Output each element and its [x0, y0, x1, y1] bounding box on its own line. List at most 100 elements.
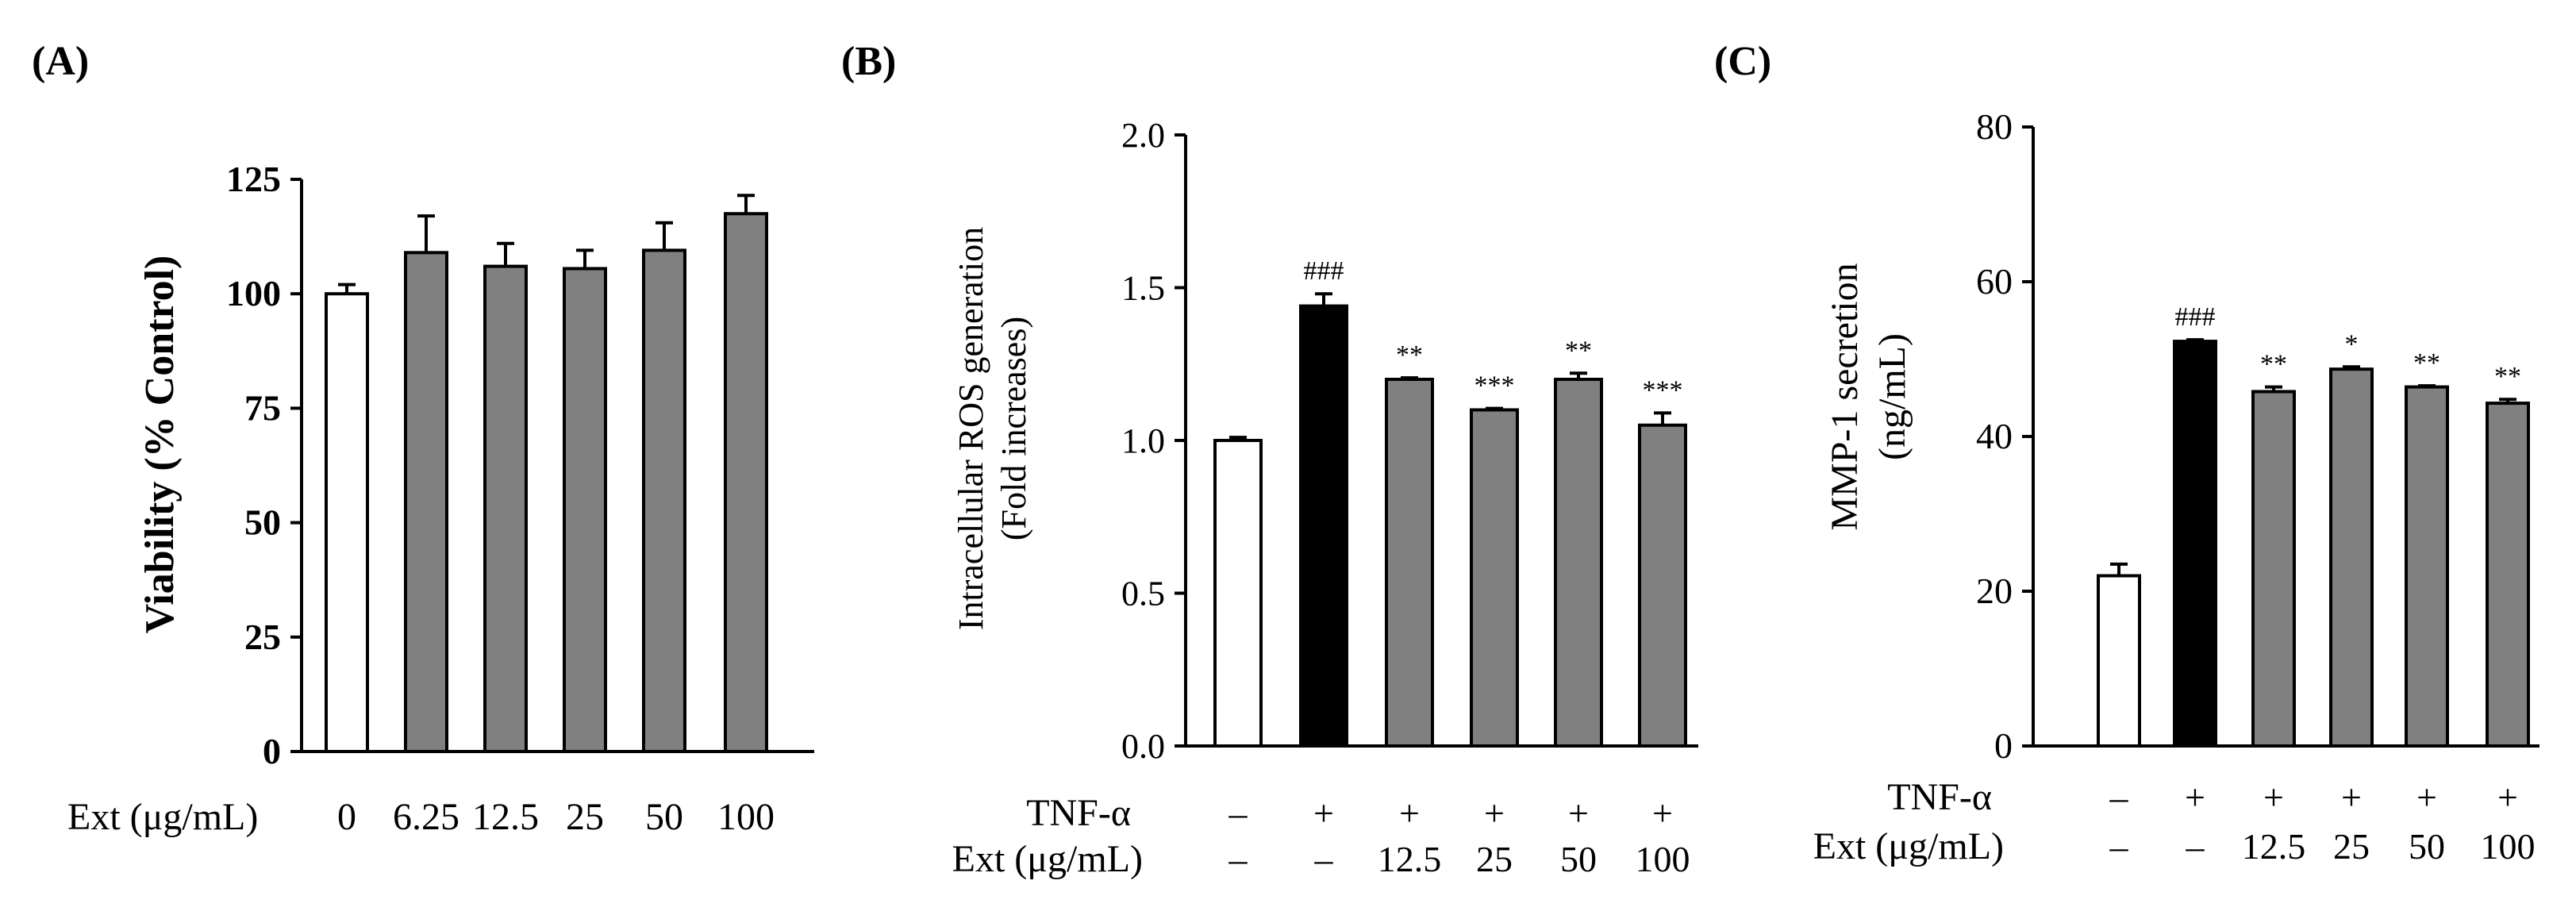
panel-b-significance-mark: *** [1474, 371, 1515, 401]
panel-c-x-tick-label: 50 [2409, 826, 2445, 867]
panel-c-bar [2405, 385, 2449, 748]
panel-b-significance-mark: ### [1304, 256, 1344, 286]
panel-b-significance-mark: ** [1396, 340, 1423, 370]
panel-c: (C) MMP-1 secretion (ng/mL) 0 20 40 60 80 ##… [1714, 39, 2539, 867]
panel-b-error-bar [1401, 376, 1418, 380]
panel-c-bar [2486, 402, 2530, 748]
panel-b-x-tick-label: 50 [1560, 839, 1597, 879]
panel-c-x-tick-label: + [2497, 777, 2518, 817]
panel-c-x-tick-label: 12.5 [2242, 826, 2306, 867]
panel-a-y-tick-label: 75 [244, 387, 281, 428]
panel-c-bar [2097, 574, 2141, 748]
panel-b-y-axis-title: Intracellular ROS generation [952, 227, 990, 630]
panel-a-x-tick-label: 50 [645, 796, 683, 838]
panel-c-y-tick-label: 20 [1976, 571, 2013, 611]
panel-b-bar [1638, 423, 1687, 748]
panel-c-x-tick-labels: – + + + + +– –12.5 25 50 100 [2109, 777, 2536, 867]
panel-c-x-tick-label: 100 [2481, 826, 2536, 867]
panel-b-error-bars [1229, 292, 1671, 440]
panel-a-bars [325, 212, 768, 754]
panel-b-significance-mark: ** [1565, 336, 1592, 365]
panel-c-significance-mark: ** [2260, 350, 2287, 379]
panel-b-label: (B) [841, 39, 896, 84]
panel-b-bar [1299, 304, 1348, 748]
panel-c-significance-marks: ###***** ** [2175, 302, 2522, 391]
panel-a-x-tick-label: 0 [337, 796, 356, 838]
panel-c-y-tick-label: 0 [1994, 725, 2013, 766]
panel-c-bar [2173, 340, 2217, 748]
panel-b-x-tick-label: + [1484, 793, 1505, 833]
panel-a-x-tick-label: 6.25 [393, 796, 459, 838]
panel-b-y-tick-label: 0.0 [1121, 727, 1165, 766]
panel-b-error-bar [1654, 411, 1671, 425]
panel-b-row-label-ext: Ext (μg/mL) [952, 838, 1143, 880]
panel-a: (A) Viability (% Control) 0255075100125 … [32, 39, 814, 838]
panel-a-error-bar [338, 283, 356, 294]
panel-b-error-bar [1570, 371, 1587, 379]
panel-a-bar [404, 251, 448, 753]
panel-a-bar [325, 292, 369, 753]
panel-b-error-bar [1486, 406, 1503, 410]
panel-b-x-tick-label: + [1568, 793, 1589, 833]
panel-c-error-bars [2110, 338, 2516, 576]
panel-c-error-bar [2499, 398, 2516, 404]
panel-b-significance-marks: ###********** [1304, 256, 1683, 405]
panel-b-y-ticks: 0.0 0.5 1.0 1.5 2.0 [1121, 116, 1186, 766]
panel-a-y-tick-label: 0 [263, 731, 281, 771]
panel-b-x-tick-label: + [1399, 793, 1420, 833]
panel-a-x-tick-label: 100 [717, 796, 775, 838]
panel-b-y-tick-label: 1.0 [1121, 421, 1165, 460]
panel-a-y-tick-label: 50 [244, 502, 281, 543]
panel-b-error-bar [1229, 436, 1247, 440]
panel-c-error-bar [2186, 338, 2204, 342]
panel-a-error-bar [497, 241, 514, 267]
panel-b-x-tick-label: 100 [1636, 839, 1690, 879]
panel-c-row-label-tnf: TNF-α [1887, 776, 1992, 818]
panel-c-x-tick-label: – [2109, 777, 2129, 817]
panel-a-error-bar [576, 248, 594, 269]
panel-b-row-label-tnf: TNF-α [1026, 792, 1131, 834]
panel-a-x-tick-label: 12.5 [472, 796, 539, 838]
panel-b-bars [1213, 304, 1687, 748]
panel-c-significance-mark: ### [2175, 302, 2216, 332]
panel-a-bar [724, 212, 768, 753]
panel-a-error-bar [417, 214, 435, 253]
panel-a-bar [483, 264, 528, 754]
panel-c-error-bar [2110, 562, 2128, 576]
panel-a-y-tick-label: 100 [226, 273, 281, 313]
panel-c-bar [2329, 367, 2374, 748]
panel-c-y-axis-subtitle: (ng/mL) [1871, 333, 1913, 460]
panel-c-y-tick-label: 80 [1976, 106, 2013, 147]
panel-c-significance-mark: ** [2413, 348, 2440, 378]
panel-c-x-tick-label: + [2263, 777, 2284, 817]
panel-c-x-tick-label: – [2109, 826, 2129, 867]
panel-c-error-bar [2265, 385, 2282, 392]
panel-b-x-tick-label: 12.5 [1378, 839, 1442, 879]
panel-a-error-bars [338, 194, 755, 294]
panel-a-y-axis-title: Viability (% Control) [137, 256, 183, 634]
panel-b-y-tick-label: 2.0 [1121, 116, 1165, 155]
panel-b-x-tick-label: + [1313, 793, 1334, 833]
panel-b-x-tick-label: – [1228, 793, 1248, 833]
panel-b-bar [1470, 408, 1519, 748]
panel-c-label: (C) [1714, 39, 1771, 84]
panel-b-significance-mark: *** [1643, 375, 1683, 405]
panel-a-y-ticks: 0 25 50 75 100 125 [226, 159, 302, 771]
panel-a-error-bar [737, 194, 755, 214]
panel-a-x-tick-label: 25 [566, 796, 604, 838]
panel-c-x-tick-label: 25 [2333, 826, 2370, 867]
panel-c-y-tick-label: 40 [1976, 416, 2013, 456]
panel-b-bar [1385, 378, 1434, 748]
panel-c-x-tick-label: + [2341, 777, 2362, 817]
panel-c-row-label-ext: Ext (μg/mL) [1813, 825, 2004, 867]
panel-c-x-tick-label: + [2416, 777, 2437, 817]
panel-c-y-axis-title: MMP-1 secretion [1824, 263, 1866, 530]
panel-c-x-tick-label: – [2186, 826, 2205, 867]
panel-b-y-tick-label: 0.5 [1121, 575, 1165, 613]
panel-a-error-bar [656, 221, 673, 251]
panel-a-row-label-ext: Ext (μg/mL) [67, 796, 258, 838]
panel-a-y-tick-label: 25 [244, 617, 281, 657]
panel-b-x-tick-label: 25 [1476, 839, 1513, 879]
